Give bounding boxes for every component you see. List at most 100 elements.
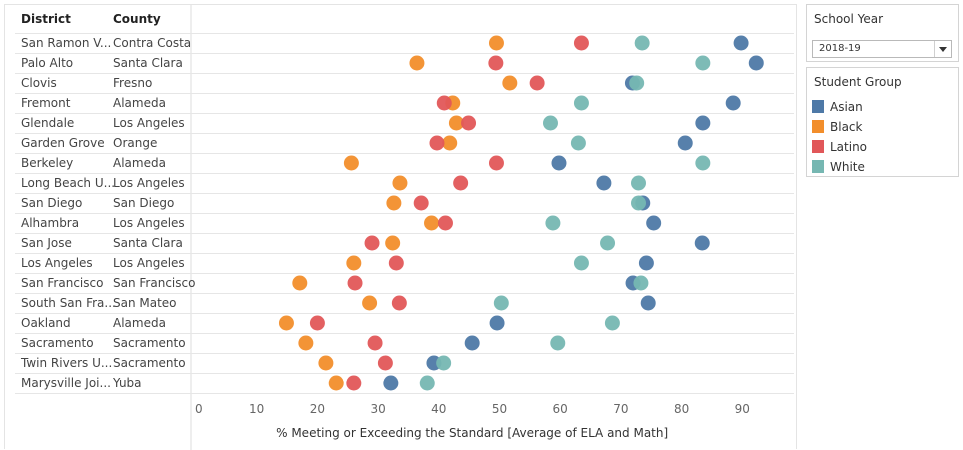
x-tick-50: 50 <box>492 402 507 416</box>
point-palo-alto-asian <box>748 55 764 71</box>
point-glendale-latino <box>461 115 477 131</box>
point-los-angeles-black <box>346 255 362 271</box>
x-tick-20: 20 <box>310 402 325 416</box>
legend-swatch-white <box>812 160 824 173</box>
point-garden-grove-black <box>442 135 458 151</box>
point-garden-grove-latino <box>429 135 445 151</box>
county-label-alameda: Alameda <box>113 156 166 170</box>
legend-label-asian: Asian <box>830 100 863 114</box>
point-san-ramon-v-black <box>488 35 504 51</box>
x-tick-0: 0 <box>195 402 203 416</box>
county-label-santa-clara: Santa Clara <box>113 236 183 250</box>
point-alhambra-asian <box>646 215 662 231</box>
legend-label-latino: Latino <box>830 140 868 154</box>
county-label-sacramento: Sacramento <box>113 356 186 370</box>
point-alhambra-latino <box>437 215 453 231</box>
point-sacramento-latino <box>367 335 383 351</box>
point-alhambra-black <box>424 215 440 231</box>
district-label-long-beach-u: Long Beach U... <box>21 176 115 190</box>
point-oakland-black <box>278 315 294 331</box>
x-axis-title: % Meeting or Exceeding the Standard [Ave… <box>276 426 668 440</box>
point-south-san-fra-latino <box>391 295 407 311</box>
point-oakland-white <box>604 315 620 331</box>
district-label-los-angeles: Los Angeles <box>21 256 93 270</box>
point-glendale-black <box>448 115 464 131</box>
point-san-jose-asian <box>694 235 710 251</box>
county-label-santa-clara: Santa Clara <box>113 56 183 70</box>
x-tick-90: 90 <box>735 402 750 416</box>
county-label-contra-costa: Contra Costa <box>113 36 191 50</box>
point-palo-alto-black <box>409 55 425 71</box>
point-long-beach-u-asian <box>596 175 612 191</box>
point-marysville-joi-black <box>328 375 344 391</box>
point-south-san-fra-asian <box>640 295 656 311</box>
county-label-fresno: Fresno <box>113 76 152 90</box>
school-year-value: 2018-19 <box>819 43 861 54</box>
x-tick-70: 70 <box>613 402 628 416</box>
point-glendale-asian <box>695 115 711 131</box>
point-berkeley-asian <box>551 155 567 171</box>
point-berkeley-latino <box>488 155 504 171</box>
legend-item-asian[interactable]: Asian <box>812 100 952 114</box>
point-clovis-white <box>629 75 645 91</box>
legend-label-black: Black <box>830 120 863 134</box>
district-label-san-ramon-v: San Ramon V... <box>21 36 111 50</box>
filter-title: School Year <box>814 12 884 26</box>
point-los-angeles-latino <box>388 255 404 271</box>
chart-panel: District County San Ramon V... Contra Costa… <box>4 4 797 450</box>
district-label-south-san-fra: South San Fra... <box>21 296 116 310</box>
county-label-los-angeles: Los Angeles <box>113 176 185 190</box>
chevron-down-icon <box>939 47 947 52</box>
point-san-jose-white <box>600 235 616 251</box>
district-label-palo-alto: Palo Alto <box>21 56 73 70</box>
legend-item-white[interactable]: White <box>812 160 952 174</box>
x-tick-40: 40 <box>431 402 446 416</box>
point-long-beach-u-latino <box>453 175 469 191</box>
point-san-ramon-v-asian <box>733 35 749 51</box>
point-clovis-latino <box>529 75 545 91</box>
point-san-diego-black <box>386 195 402 211</box>
point-alhambra-white <box>545 215 561 231</box>
point-san-francisco-latino <box>347 275 363 291</box>
point-san-ramon-v-latino <box>573 35 589 51</box>
point-garden-grove-asian <box>677 135 693 151</box>
column-header-district: District <box>21 12 71 26</box>
legend-item-black[interactable]: Black <box>812 120 952 134</box>
point-twin-rivers-u-white <box>436 355 452 371</box>
point-sacramento-black <box>298 335 314 351</box>
legend-item-latino[interactable]: Latino <box>812 140 952 154</box>
point-palo-alto-latino <box>488 55 504 71</box>
point-south-san-fra-white <box>493 295 509 311</box>
district-label-garden-grove: Garden Grove <box>21 136 105 150</box>
point-fremont-latino <box>436 95 452 111</box>
district-label-marysville-joi: Marysville Joi... <box>21 376 111 390</box>
county-label-alameda: Alameda <box>113 96 166 110</box>
point-long-beach-u-white <box>631 175 647 191</box>
legend-title: Student Group <box>814 75 902 89</box>
point-san-jose-latino <box>364 235 380 251</box>
x-tick-10: 10 <box>249 402 264 416</box>
point-san-francisco-black <box>292 275 308 291</box>
district-label-san-francisco: San Francisco <box>21 276 103 290</box>
point-marysville-joi-asian <box>383 375 399 391</box>
point-san-diego-latino <box>413 195 429 211</box>
school-year-filter: School Year 2018-19 <box>806 4 959 62</box>
legend-swatch-black <box>812 120 824 133</box>
county-label-san-mateo: San Mateo <box>113 296 177 310</box>
point-fremont-white <box>573 95 589 111</box>
point-garden-grove-white <box>570 135 586 151</box>
point-marysville-joi-white <box>419 375 435 391</box>
county-label-san-diego: San Diego <box>113 196 174 210</box>
point-san-jose-black <box>385 235 401 251</box>
point-fremont-asian <box>725 95 741 111</box>
point-twin-rivers-u-latino <box>377 355 393 371</box>
point-glendale-white <box>542 115 558 131</box>
x-tick-60: 60 <box>553 402 568 416</box>
dropdown-button[interactable] <box>934 41 951 57</box>
school-year-dropdown[interactable]: 2018-19 <box>812 40 952 58</box>
county-label-sacramento: Sacramento <box>113 336 186 350</box>
district-label-glendale: Glendale <box>21 116 74 130</box>
point-berkeley-black <box>343 155 359 171</box>
point-marysville-joi-latino <box>346 375 362 391</box>
